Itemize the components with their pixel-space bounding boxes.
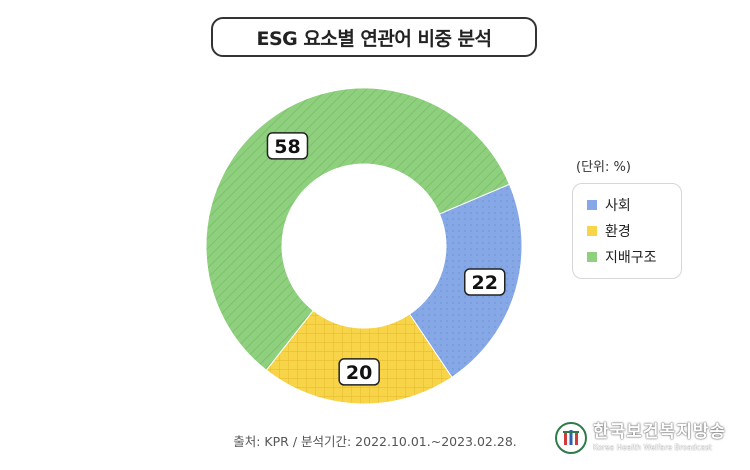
broadcaster-logo-icon bbox=[555, 422, 587, 454]
data-label-social: 22 bbox=[465, 269, 505, 295]
legend-swatch-governance bbox=[587, 252, 597, 262]
data-label-text-environment: 20 bbox=[346, 362, 372, 384]
legend-label-governance: 지배구조 bbox=[605, 247, 657, 267]
watermark-text: 한국보건복지방송 bbox=[593, 424, 726, 441]
legend-swatch-environment bbox=[587, 226, 597, 236]
legend-label-environment: 환경 bbox=[605, 221, 631, 241]
data-label-environment: 20 bbox=[339, 359, 379, 385]
chart-title: ESG 요소별 연관어 비중 분석 bbox=[211, 17, 537, 57]
broadcaster-watermark: 한국보건복지방송 Korea Health Welfare Broadcast bbox=[555, 418, 745, 458]
data-label-text-governance: 58 bbox=[274, 136, 300, 158]
legend-item-social: 사회 bbox=[587, 192, 681, 218]
legend-item-environment: 환경 bbox=[587, 218, 681, 244]
legend-item-governance: 지배구조 bbox=[587, 244, 681, 270]
legend-label-social: 사회 bbox=[605, 195, 631, 215]
watermark-subtext: Korea Health Welfare Broadcast bbox=[593, 444, 726, 452]
legend-swatch-social bbox=[587, 200, 597, 210]
data-label-text-social: 22 bbox=[472, 272, 498, 294]
data-label-governance: 58 bbox=[267, 133, 307, 159]
unit-label: (단위: %) bbox=[576, 156, 631, 175]
legend: 사회 환경 지배구조 bbox=[572, 183, 682, 279]
